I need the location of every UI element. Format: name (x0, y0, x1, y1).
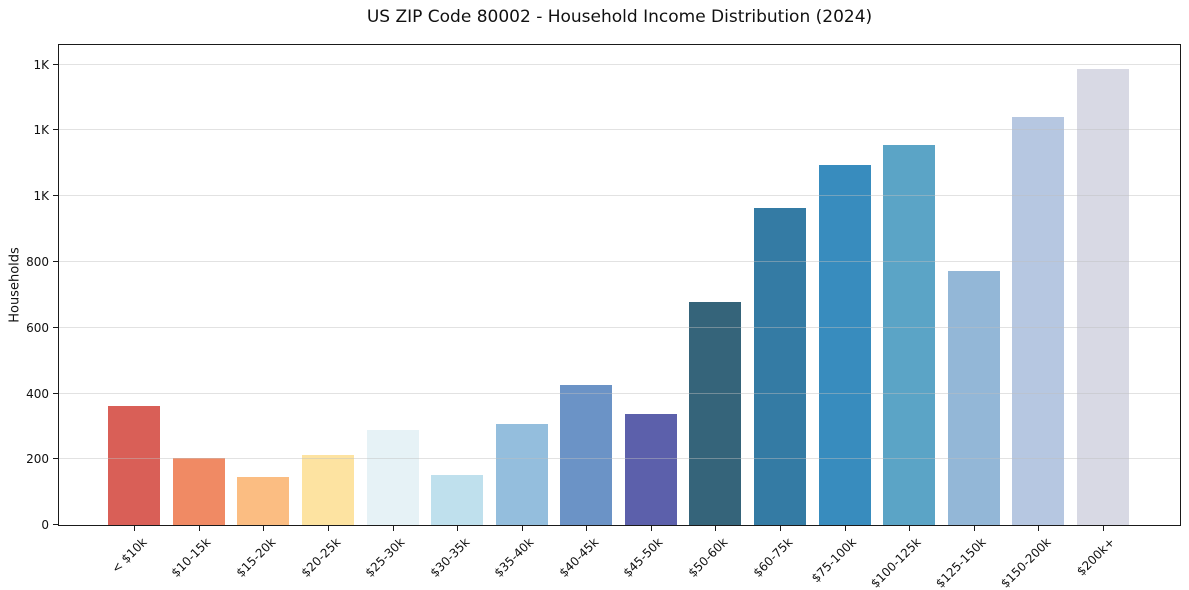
bar (689, 302, 742, 525)
x-tick-label: < $10k (108, 535, 150, 576)
x-tick (521, 526, 523, 531)
y-tick (53, 63, 58, 65)
gridline (59, 195, 1180, 197)
x-tick (650, 526, 652, 531)
y-tick (53, 326, 58, 328)
bar (431, 475, 484, 525)
x-tick (198, 526, 200, 531)
x-tick (715, 526, 717, 531)
y-tick (53, 458, 58, 460)
gridline (59, 392, 1180, 394)
gridline (59, 458, 1180, 460)
x-tick (909, 526, 911, 531)
x-tick-label: $20-25k (298, 535, 343, 580)
chart-title: US ZIP Code 80002 - Household Income Dis… (366, 7, 873, 27)
bar (302, 454, 354, 525)
x-tick (134, 526, 136, 531)
x-tick (392, 526, 394, 531)
bar (366, 430, 419, 525)
gridline (59, 261, 1180, 262)
x-tick (973, 526, 975, 531)
plot-area: 0 200 400 600 800 1K 1K 1K < $10k $10-15k $15-20k $… (26, 44, 1181, 590)
gridline (59, 326, 1180, 328)
bar (560, 384, 613, 525)
y-tick (53, 524, 58, 525)
x-tick-label: $45-50k (620, 535, 666, 580)
x-tick (457, 526, 459, 531)
y-tick-label: 0 (41, 518, 49, 532)
bar (172, 457, 225, 525)
y-tick (53, 261, 58, 262)
x-tick (780, 526, 781, 531)
x-tick-label: $30-35k (427, 535, 473, 580)
x-tick-label: $10-15k (168, 535, 214, 580)
bar (754, 208, 806, 525)
x-tick-label: $100-125k (868, 535, 925, 590)
x-tick (263, 526, 265, 531)
y-tick-label: 400 (26, 386, 49, 401)
bar (883, 145, 936, 525)
y-tick (53, 129, 58, 131)
x-tick-label: $25-30k (362, 535, 408, 580)
x-tick (328, 526, 329, 531)
x-tick-label: $75-100k (809, 535, 860, 586)
y-tick-label: 800 (26, 255, 49, 269)
bar (237, 477, 290, 525)
y-tick-label: 1K (33, 57, 49, 72)
x-tick-label: $60-75k (750, 535, 795, 580)
bar (818, 165, 871, 525)
y-axis-label: Households (7, 247, 23, 323)
x-tick-label: $125-150k (932, 535, 989, 590)
bar (495, 424, 548, 525)
x-tick (844, 526, 846, 531)
bar (947, 270, 1000, 525)
x-tick-label: $35-40k (491, 535, 537, 580)
x-tick-label: $40-45k (556, 535, 602, 580)
gridline (59, 129, 1180, 131)
y-tick (53, 195, 58, 197)
y-tick-label: 1K (33, 123, 49, 138)
x-tick (1038, 526, 1040, 531)
bar (1012, 117, 1065, 525)
bar (624, 413, 677, 525)
bar (1076, 69, 1129, 525)
x-tick-label: $150-200k (997, 535, 1054, 590)
y-tick-label: 1K (33, 189, 49, 204)
y-tick-label: 200 (26, 452, 49, 467)
x-tick-label: $50-60k (685, 535, 731, 580)
x-tick-label: $200k+ (1074, 535, 1118, 579)
x-tick-label: $15-20k (233, 535, 279, 580)
x-tick (586, 526, 588, 531)
x-tick (1102, 526, 1104, 531)
y-tick (53, 392, 58, 394)
y-tick-label: 600 (26, 320, 49, 335)
gridline (59, 63, 1180, 65)
bar (108, 406, 161, 525)
